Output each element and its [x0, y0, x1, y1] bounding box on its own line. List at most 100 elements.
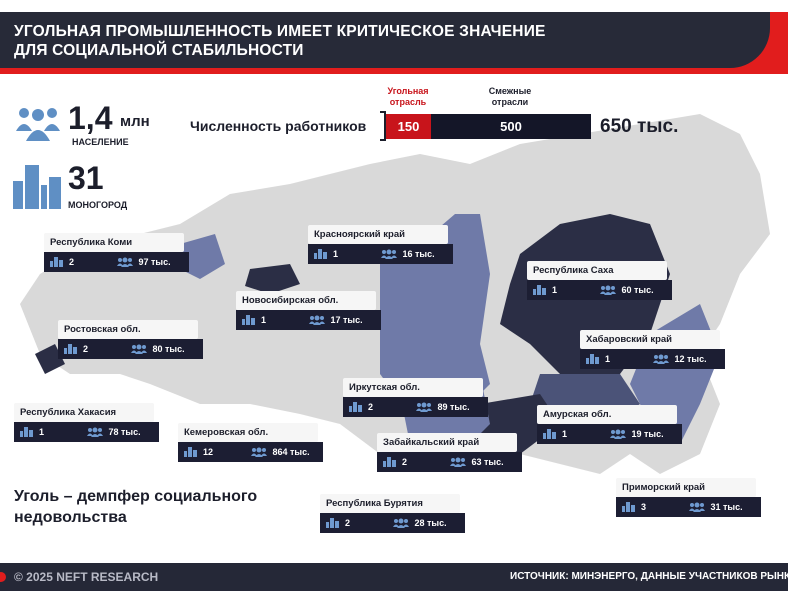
- region-name: Республика Хакасия: [14, 403, 154, 422]
- region-people: 60 тыс.: [621, 285, 654, 295]
- red-dot: [0, 572, 6, 582]
- region-stats: 1 17 тыс.: [236, 310, 381, 330]
- bracket: [380, 111, 386, 141]
- region-monotowns: 2: [402, 457, 408, 467]
- coal-header: Угольная отрасль: [387, 86, 429, 107]
- region-name: Республика Коми: [44, 233, 184, 252]
- people-icon: [130, 344, 147, 354]
- region-monotowns: 1: [39, 427, 45, 437]
- region-name: Республика Саха: [527, 261, 667, 280]
- region-name: Ростовская обл.: [58, 320, 198, 339]
- city-icon: [13, 165, 61, 209]
- title-line-2: ДЛЯ СОЦИАЛЬНОЙ СТАБИЛЬНОСТИ: [14, 42, 304, 59]
- region-stats: 1 19 тыс.: [537, 424, 682, 444]
- related-workers-bar: 500: [431, 114, 591, 139]
- monotowns-label: МОНОГОРОД: [68, 200, 128, 210]
- page-title: УГОЛЬНАЯ ПРОМЫШЛЕННОСТЬ ИМЕЕТ КРИТИЧЕСКО…: [14, 22, 546, 60]
- region-card: Амурская обл. 1 19 тыс.: [537, 405, 682, 444]
- region-people: 31 тыс.: [710, 502, 743, 512]
- region-name: Забайкальский край: [377, 433, 517, 452]
- population-label: НАСЕЛЕНИЕ: [72, 137, 129, 147]
- region-card: Иркутская обл. 2 89 тыс.: [343, 378, 488, 417]
- region-card: Республика Бурятия 2 28 тыс.: [320, 494, 465, 533]
- region-stats: 3 31 тыс.: [616, 497, 761, 517]
- region-people: 17 тыс.: [330, 315, 363, 325]
- region-people: 78 тыс.: [108, 427, 141, 437]
- city-icon: [314, 249, 327, 259]
- region-name: Новосибирская обл.: [236, 291, 376, 310]
- region-people: 12 тыс.: [674, 354, 707, 364]
- region-name: Иркутская обл.: [343, 378, 483, 397]
- region-card: Забайкальский край 2 63 тыс.: [377, 433, 522, 472]
- region-stats: 2 63 тыс.: [377, 452, 522, 472]
- region-name: Республика Бурятия: [320, 494, 460, 513]
- coal-workers-bar: 150: [386, 114, 431, 139]
- map-region-novosibirsk: [245, 264, 300, 294]
- city-icon: [20, 427, 33, 437]
- related-header: Смежные отрасли: [488, 86, 532, 107]
- people-icon: [308, 315, 325, 325]
- city-icon: [586, 354, 599, 364]
- region-people: 16 тыс.: [402, 249, 435, 259]
- workers-label: Численность работников: [190, 118, 367, 134]
- title-line-1: УГОЛЬНАЯ ПРОМЫШЛЕННОСТЬ ИМЕЕТ КРИТИЧЕСКО…: [14, 23, 546, 40]
- region-monotowns: 1: [562, 429, 568, 439]
- region-stats: 2 89 тыс.: [343, 397, 488, 417]
- region-people: 28 тыс.: [414, 518, 447, 528]
- region-people: 89 тыс.: [437, 402, 470, 412]
- city-icon: [64, 344, 77, 354]
- region-name: Хабаровский край: [580, 330, 720, 349]
- region-stats: 12 864 тыс.: [178, 442, 323, 462]
- region-name: Приморский край: [616, 478, 756, 497]
- slogan-line-1: Уголь – демпфер социального: [14, 488, 258, 505]
- region-stats: 1 78 тыс.: [14, 422, 159, 442]
- region-card: Республика Коми 2 97 тыс.: [44, 233, 189, 272]
- people-icon: [415, 402, 432, 412]
- footer: © 2025 NEFT RESEARCH ИСТОЧНИК: МИНЭНЕРГО…: [0, 563, 788, 591]
- region-card: Кемеровская обл. 12 864 тыс.: [178, 423, 323, 462]
- city-icon: [242, 315, 255, 325]
- workers-total: 650 тыс.: [600, 116, 679, 137]
- region-card: Приморский край 3 31 тыс.: [616, 478, 761, 517]
- region-stats: 1 12 тыс.: [580, 349, 725, 369]
- region-people: 63 тыс.: [471, 457, 504, 467]
- people-icon: [392, 518, 409, 528]
- region-name: Красноярский край: [308, 225, 448, 244]
- header-dark-panel: УГОЛЬНАЯ ПРОМЫШЛЕННОСТЬ ИМЕЕТ КРИТИЧЕСКО…: [0, 12, 770, 68]
- city-icon: [383, 457, 396, 467]
- map-region-krasnoyarsk: [380, 214, 490, 414]
- slogan-line-2: недовольства: [14, 509, 127, 526]
- region-stats: 2 80 тыс.: [58, 339, 203, 359]
- population-value: 1,4: [68, 100, 113, 136]
- people-icon: [449, 457, 466, 467]
- city-icon: [184, 447, 197, 457]
- region-card: Ростовская обл. 2 80 тыс.: [58, 320, 203, 359]
- people-icon: [116, 257, 133, 267]
- region-card: Хабаровский край 1 12 тыс.: [580, 330, 725, 369]
- region-stats: 2 28 тыс.: [320, 513, 465, 533]
- people-icon: [609, 429, 626, 439]
- people-icon: [86, 427, 103, 437]
- region-monotowns: 12: [203, 447, 214, 457]
- region-monotowns: 2: [69, 257, 75, 267]
- city-icon: [326, 518, 339, 528]
- people-icon: [688, 502, 705, 512]
- region-monotowns: 1: [261, 315, 267, 325]
- map-region-komi: [180, 234, 225, 279]
- people-icon: [652, 354, 669, 364]
- region-card: Республика Хакасия 1 78 тыс.: [14, 403, 159, 442]
- region-monotowns: 1: [552, 285, 558, 295]
- copyright: © 2025 NEFT RESEARCH: [14, 570, 159, 584]
- region-people: 80 тыс.: [152, 344, 185, 354]
- region-stats: 1 16 тыс.: [308, 244, 453, 264]
- region-name: Амурская обл.: [537, 405, 677, 424]
- region-monotowns: 2: [83, 344, 89, 354]
- region-stats: 1 60 тыс.: [527, 280, 672, 300]
- city-icon: [622, 502, 635, 512]
- region-name: Кемеровская обл.: [178, 423, 318, 442]
- map-region-rostov: [35, 344, 65, 374]
- slogan: Уголь – демпфер социального недовольства: [14, 486, 257, 528]
- monotowns-value: 31: [68, 160, 104, 196]
- region-monotowns: 1: [333, 249, 339, 259]
- city-icon: [533, 285, 546, 295]
